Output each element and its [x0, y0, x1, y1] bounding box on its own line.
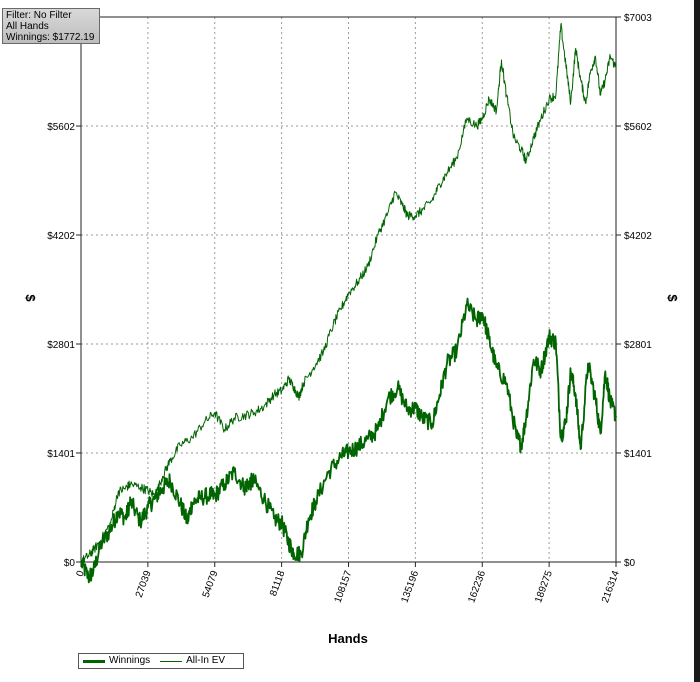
y-tick-label-right: $1401 — [624, 449, 652, 460]
winnings-label: Winnings: $1772.19 — [6, 32, 95, 43]
legend-label-allin-ev: All-In EV — [186, 655, 226, 666]
x-tick-label: 162236 — [466, 569, 488, 605]
series-line-allin-ev — [80, 22, 617, 566]
y-tick-label-right: $2801 — [624, 340, 652, 351]
y-axis-right: $0 $1401 $2801 $4202 $5602 $7003 — [616, 13, 652, 569]
x-tick-label: 54079 — [201, 569, 221, 599]
legend-swatch-allin-ev — [160, 660, 183, 662]
series-group — [80, 22, 617, 584]
y-tick-label-left: $0 — [64, 558, 76, 569]
series-line-winnings — [80, 297, 617, 584]
legend-item-allin-ev: All-In EV — [160, 654, 225, 668]
y-tick-label-right: $5602 — [624, 122, 652, 133]
x-tick-label: 135196 — [399, 569, 421, 605]
y-tick-label-right: $4202 — [624, 231, 652, 242]
y-tick-label-left: $1401 — [47, 449, 75, 460]
x-axis-title: Hands — [328, 631, 368, 646]
x-tick-label: 81118 — [268, 569, 287, 598]
x-tick-label: 0 — [75, 569, 87, 578]
x-tick-label: 189275 — [533, 569, 555, 605]
y-tick-label-left: $2801 — [47, 340, 75, 351]
y-axis-title-right: $ — [665, 294, 680, 302]
filter-info-box: Filter: No Filter All Hands Winnings: $1… — [2, 8, 100, 44]
y-tick-label-left: $5602 — [47, 122, 75, 133]
x-tick-label: 108157 — [333, 569, 355, 605]
hands-label: All Hands — [6, 21, 49, 32]
y-axis-title-left: $ — [23, 294, 38, 302]
x-tick-label: 216314 — [600, 569, 622, 605]
legend-label-winnings: Winnings — [109, 655, 151, 666]
filter-label: Filter: No Filter — [6, 10, 72, 21]
y-tick-label-right: $0 — [624, 558, 636, 569]
x-axis: 0 27039 54079 81118 108157 135196 162236 189275… — [75, 562, 622, 604]
legend: Winnings All-In EV — [78, 653, 244, 669]
y-tick-label-right: $7003 — [624, 13, 652, 24]
y-axis-left: $0 $1401 $2801 $4202 $5602 — [47, 122, 81, 569]
legend-swatch-winnings — [83, 659, 105, 663]
y-tick-label-left: $4202 — [47, 231, 75, 242]
legend-item-winnings: Winnings — [83, 654, 150, 668]
x-tick-label: 27039 — [134, 569, 154, 599]
